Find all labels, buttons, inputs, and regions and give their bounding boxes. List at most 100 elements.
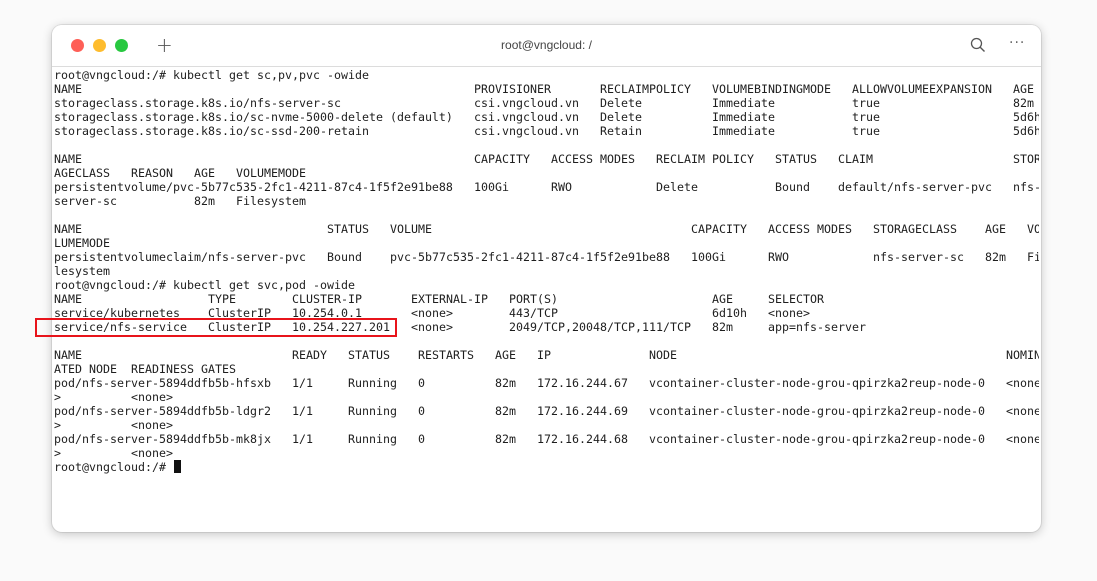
output-cell: NAME (54, 292, 82, 306)
output-cell: LUMEMODE (54, 236, 110, 250)
output-cell: CAPACITY (474, 152, 530, 166)
output-cell: Fi (1027, 250, 1039, 264)
output-cell: storageclass.storage.k8s.io/sc-nvme-5000… (54, 110, 453, 124)
output-cell: storageclass.storage.k8s.io/nfs-server-s… (54, 96, 341, 110)
output-line: AGECLASS REASON AGE VOLUMEMODE (54, 166, 1039, 180)
output-line: LUMEMODE (54, 236, 1039, 250)
output-cell: STOR (1013, 152, 1039, 166)
output-cell: 0 (418, 432, 425, 446)
output-cell: VOLUMEMODE (236, 166, 306, 180)
output-cell: SELECTOR (768, 292, 824, 306)
minimize-button[interactable] (93, 39, 106, 52)
output-line: pod/nfs-server-5894ddfb5b-mk8jx 1/1 Runnin… (54, 432, 1039, 446)
output-cell: AGE (495, 348, 516, 362)
output-cell: root@vngcloud:/# kubectl get sc,pv,pvc -… (54, 68, 369, 82)
output-cell: 2049/TCP,20048/TCP,111/TCP (509, 320, 691, 334)
output-cell: EXTERNAL-IP (411, 292, 488, 306)
output-cell: Delete (656, 180, 698, 194)
output-cell: ACCESS MODES (768, 222, 852, 236)
output-cell: NAME (54, 222, 82, 236)
output-cell: CAPACITY (691, 222, 747, 236)
output-cell: 172.16.244.69 (537, 404, 628, 418)
output-line: NAME PROVISIONER RECLAIMPOLICY VOLUMEBINDIN… (54, 82, 1039, 96)
output-cell: RWO (768, 250, 789, 264)
output-cell: STATUS (327, 222, 369, 236)
output-cell: vcontainer-cluster-node-grou-qpirzka2reu… (649, 432, 985, 446)
output-cell: 172.16.244.68 (537, 432, 628, 446)
output-line: persistentvolumeclaim/nfs-server-pvc Boun… (54, 250, 1039, 264)
output-cell: persistentvolumeclaim/nfs-server-pvc (54, 250, 306, 264)
output-cell: 82m (495, 376, 516, 390)
output-cell: Running (348, 376, 397, 390)
close-button[interactable] (71, 39, 84, 52)
cursor (174, 460, 181, 474)
output-cell: default/nfs-server-pvc (838, 180, 992, 194)
output-cell: 82m (194, 194, 215, 208)
output-cell: <none> (768, 306, 810, 320)
output-line: NAME TYPE CLUSTER-IP EXTERNAL-IP PORT(S) AGE S… (54, 292, 1039, 306)
output-cell: root@vngcloud:/# (54, 460, 173, 474)
output-cell: ClusterIP (208, 320, 271, 334)
prompt-line: root@vngcloud:/# kubectl get sc,pv,pvc -… (54, 68, 1039, 82)
output-cell: true (852, 110, 880, 124)
output-cell: nfs- (1013, 180, 1039, 194)
output-line: persistentvolume/pvc-5b77c535-2fc1-4211-… (54, 180, 1039, 194)
prompt-line: root@vngcloud:/# kubectl get svc,pod -ow… (54, 278, 1039, 292)
new-tab-button[interactable]: + (156, 33, 173, 57)
output-cell: Immediate (712, 124, 775, 138)
output-cell: service/kubernetes (54, 306, 180, 320)
output-cell: persistentvolume/pvc-5b77c535-2fc1-4211-… (54, 180, 453, 194)
output-cell: RWO (551, 180, 572, 194)
output-cell: NOMIN (1006, 348, 1039, 362)
output-line: server-sc 82m Filesystem (54, 194, 1039, 208)
output-cell: 82m (712, 320, 733, 334)
output-cell: RESTARTS (418, 348, 474, 362)
output-cell: READINESS GATES (131, 362, 236, 376)
output-cell: > (54, 418, 61, 432)
output-cell: 5d6h (1013, 124, 1039, 138)
output-cell: <none (1006, 404, 1039, 418)
terminal-output[interactable]: root@vngcloud:/# kubectl get sc,pv,pvc -… (54, 68, 1039, 528)
output-cell: PORT(S) (509, 292, 558, 306)
output-cell: <none> (411, 320, 453, 334)
output-cell: NAME (54, 82, 82, 96)
output-cell: Bound (327, 250, 362, 264)
output-line: service/kubernetes ClusterIP 10.254.0.1 <no… (54, 306, 1039, 320)
output-cell: pod/nfs-server-5894ddfb5b-ldgr2 (54, 404, 271, 418)
output-cell: Filesystem (236, 194, 306, 208)
output-line: NAME READY STATUS RESTARTS AGE IP NODE NOMIN (54, 348, 1039, 362)
output-cell: ATED NODE (54, 362, 117, 376)
output-cell: storageclass.storage.k8s.io/sc-ssd-200-r… (54, 124, 369, 138)
output-cell: app=nfs-server (768, 320, 866, 334)
output-cell: 10.254.0.1 (292, 306, 362, 320)
output-cell: ALLOWVOLUMEEXPANSION (852, 82, 992, 96)
output-cell: 82m (495, 404, 516, 418)
output-cell: pod/nfs-server-5894ddfb5b-hfsxb (54, 376, 271, 390)
maximize-button[interactable] (115, 39, 128, 52)
output-cell: 5d6h (1013, 110, 1039, 124)
output-cell: 0 (418, 404, 425, 418)
output-cell: server-sc (54, 194, 117, 208)
output-line (54, 138, 1039, 152)
output-cell: 100Gi (474, 180, 509, 194)
output-cell: <none> (131, 446, 173, 460)
output-line: storageclass.storage.k8s.io/sc-ssd-200-r… (54, 124, 1039, 138)
output-cell: 0 (418, 376, 425, 390)
more-options-button[interactable]: ··· (1009, 35, 1026, 51)
output-cell: Running (348, 404, 397, 418)
output-cell: <none (1006, 432, 1039, 446)
output-cell: true (852, 124, 880, 138)
output-cell: <none> (411, 306, 453, 320)
output-cell: STORAGECLASS (873, 222, 957, 236)
output-line: pod/nfs-server-5894ddfb5b-hfsxb 1/1 Runnin… (54, 376, 1039, 390)
output-cell: <none> (131, 418, 173, 432)
title-bar: + root@vngcloud: / ··· (52, 25, 1041, 67)
output-cell: pvc-5b77c535-2fc1-4211-87c4-1f5f2e91be88 (390, 250, 670, 264)
output-cell: CLAIM (838, 152, 873, 166)
output-line: storageclass.storage.k8s.io/sc-nvme-5000… (54, 110, 1039, 124)
output-cell: AGE (712, 292, 733, 306)
search-icon[interactable] (970, 37, 986, 53)
output-cell: CLUSTER-IP (292, 292, 362, 306)
output-cell: ClusterIP (208, 306, 271, 320)
output-cell: NAME (54, 152, 82, 166)
